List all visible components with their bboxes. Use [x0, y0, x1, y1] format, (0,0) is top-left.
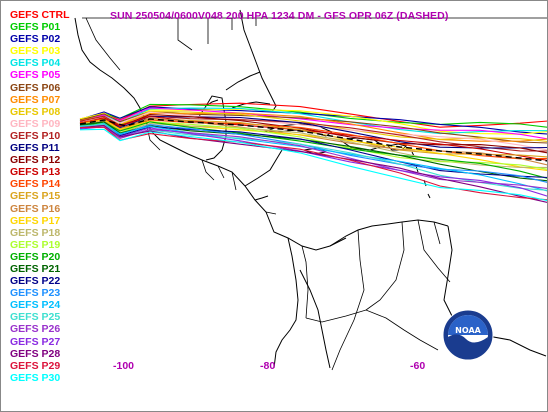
legend-item: GEFS P06: [10, 81, 61, 94]
legend-item: GEFS P16: [10, 202, 61, 215]
contour-gefs-p22: [79, 123, 548, 179]
contour-gefs-p09: [79, 111, 548, 151]
legend-item: GEFS P14: [10, 178, 61, 191]
legend-item: GEFS P08: [10, 105, 61, 118]
contour-gefs-p04: [79, 107, 548, 135]
opr-dashed-contour: [79, 118, 548, 162]
legend-item: GEFS P01: [10, 21, 61, 34]
legend-item: GEFS P02: [10, 33, 61, 46]
lon-label-minus-100: -100: [113, 360, 135, 372]
contour-gefs-p05: [79, 107, 548, 140]
legend-item: GEFS P24: [10, 299, 61, 312]
legend-item: GEFS P13: [10, 166, 61, 179]
legend-item: GEFS P10: [10, 129, 61, 142]
legend-item: GEFS P17: [10, 214, 61, 227]
contour-gefs-p06: [79, 110, 548, 144]
ensemble-contours: [79, 102, 548, 204]
legend-item: GEFS P11: [10, 142, 60, 155]
contour-gefs-p11: [79, 115, 548, 149]
legend-item: GEFS P12: [10, 154, 61, 167]
legend-item: GEFS P29: [10, 359, 61, 372]
contour-gefs-p20: [79, 121, 548, 180]
legend-item: GEFS P03: [10, 45, 61, 58]
legend-item: GEFS P04: [10, 57, 61, 70]
legend-item: GEFS P30: [10, 371, 61, 384]
legend-item: GEFS P07: [10, 93, 61, 106]
noaa-logo-text: NOAA: [455, 326, 481, 335]
legend-item: GEFS CTRL: [10, 9, 70, 21]
legend-item: GEFS P25: [10, 311, 61, 324]
legend-item: GEFS P28: [10, 347, 61, 360]
legend-item: GEFS P22: [10, 275, 61, 288]
legend-item: GEFS P20: [10, 250, 61, 263]
country-borders: [82, 17, 548, 371]
lon-label-minus-80: -80: [260, 360, 276, 372]
lon-label-minus-60: -60: [410, 360, 426, 372]
ensemble-legend: GEFS CTRL GEFS P01 GEFS P02 GEFS P03 GEFS P0…: [10, 9, 70, 384]
legend-item: GEFS P09: [10, 117, 61, 130]
legend-item: GEFS P19: [10, 238, 61, 251]
contour-gefs-ctrl: [79, 102, 548, 128]
legend-item: GEFS P23: [10, 287, 61, 300]
legend-item: GEFS P26: [10, 323, 61, 336]
legend-item: GEFS P21: [10, 262, 61, 275]
legend-item: GEFS P18: [10, 226, 61, 239]
contour-gefs-p30: [79, 128, 548, 202]
legend-item: GEFS P05: [10, 69, 61, 82]
legend-item: GEFS P15: [10, 190, 61, 203]
legend-item: GEFS P27: [10, 335, 61, 348]
contour-gefs-p24: [79, 123, 548, 192]
coastlines: [74, 9, 547, 369]
map-title: SUN 250504/0600V048 200 HPA 1234 DM - GF…: [110, 10, 449, 22]
contour-gefs-p28: [79, 124, 548, 204]
contour-gefs-p26: [79, 126, 548, 190]
noaa-logo-icon: NOAA: [442, 309, 494, 361]
contour-gefs-p17: [79, 119, 548, 172]
